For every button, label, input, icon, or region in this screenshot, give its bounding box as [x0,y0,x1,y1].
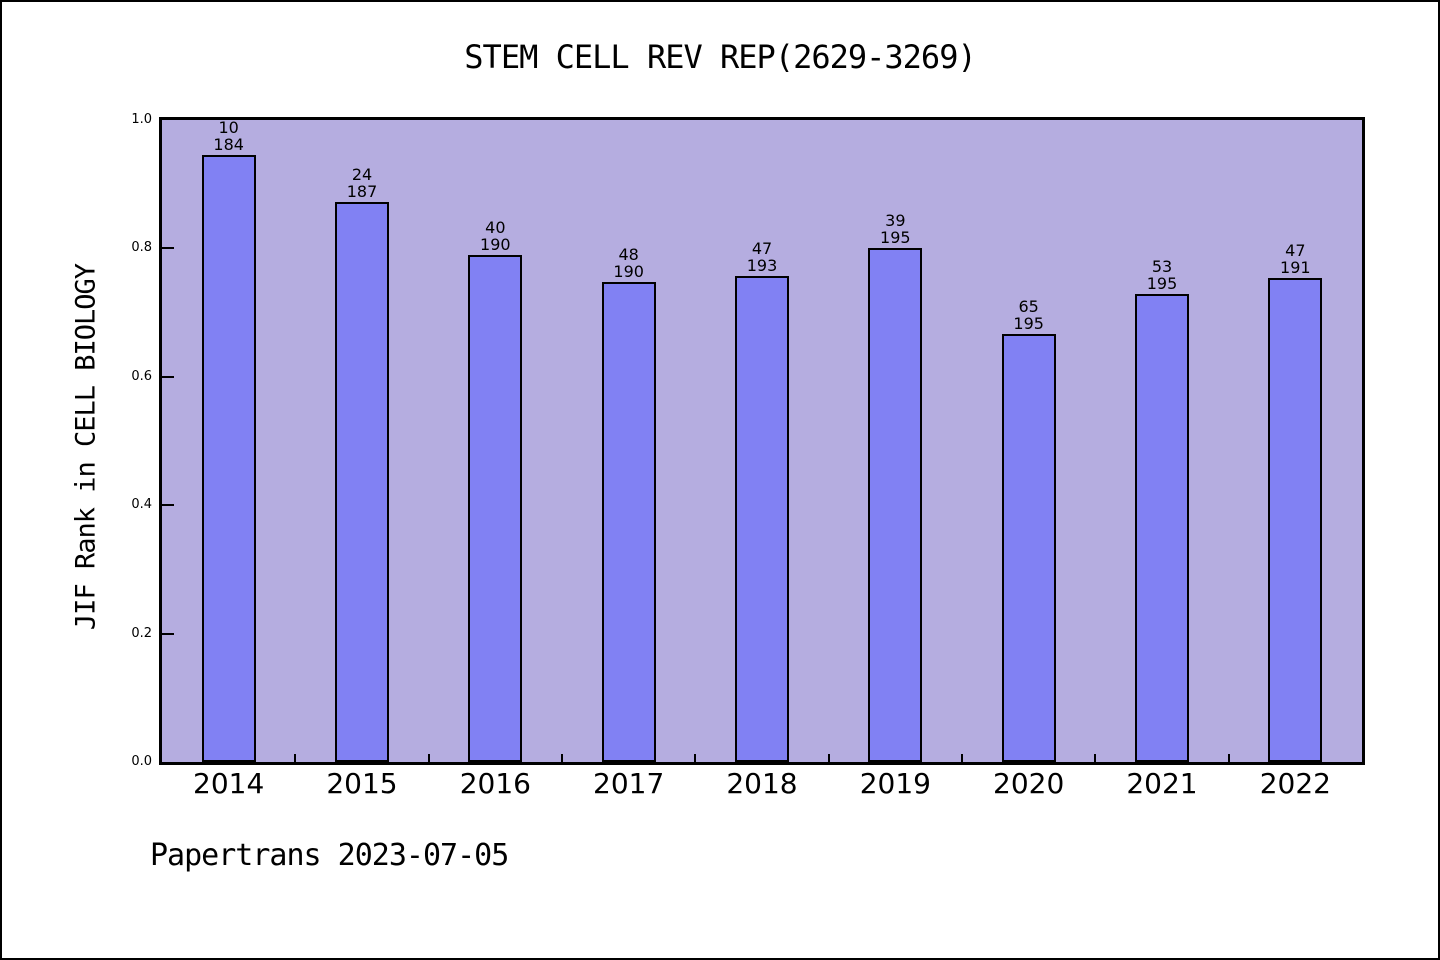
y-axis-tick-label: 0.6 [131,368,152,384]
x-axis-tick-label: 2015 [326,767,398,800]
x-axis-tick-label: 2020 [993,767,1065,800]
bar-value-total: 191 [1280,258,1311,277]
bar [335,202,389,762]
bar-value-label: 24 187 [347,166,378,200]
bar-value-rank: 47 [1285,241,1306,260]
x-axis-tick-label: 2021 [1126,767,1198,800]
y-axis-tick-label: 0.4 [131,497,152,513]
bar-value-label: 48 190 [613,246,644,280]
x-axis-tick [961,754,963,762]
bar-value-total: 195 [1013,314,1044,333]
x-axis-tick-label: 2022 [1259,767,1331,800]
bar-value-rank: 10 [218,118,239,137]
bar-value-total: 184 [213,135,244,154]
bar-value-total: 193 [746,256,778,275]
y-axis-tick-label: 0.8 [131,240,152,256]
bar-value-rank: 24 [351,165,373,184]
bar-value-label: 47 191 [1280,242,1311,276]
x-axis-tick [1227,754,1230,762]
bar-value-rank: 40 [485,218,506,237]
y-axis-tick [162,632,174,635]
bar-value-rank: 65 [1018,297,1039,316]
bar-value-label: 39 195 [880,212,911,246]
y-axis-tick [162,504,174,507]
x-axis-tick-label: 2014 [193,767,265,800]
bar [1268,278,1323,762]
bar [201,155,256,762]
bar-value-label: 65 195 [1013,298,1044,332]
bar [735,276,789,762]
bar-value-rank: 48 [618,245,639,264]
x-axis-tick [294,754,297,762]
y-axis-tick-label: 0.2 [131,625,152,641]
y-axis-tick [162,375,174,378]
plot-area: 10 184 24 187 40 190 48 190 47 193 39 195 65 195 53 195… [159,117,1365,765]
bar-value-rank: 39 [885,211,906,230]
bar [601,282,656,762]
bar [468,255,523,762]
x-axis-tick-label: 2018 [726,767,798,800]
y-axis-tick-label: 0.0 [131,754,152,769]
bar-value-total: 190 [613,262,644,281]
bar-value-label: 47 193 [747,240,778,274]
bar-value-total: 187 [346,182,378,201]
bar-value-total: 195 [880,228,911,247]
x-axis-tick-label: 2019 [859,767,931,800]
bar-value-label: 40 190 [480,219,511,253]
x-axis-tick [827,754,830,762]
bar-value-total: 195 [1146,274,1178,293]
x-axis-tick-label: 2016 [459,767,531,800]
x-axis-tick [561,754,563,762]
x-axis-tick-label: 2017 [593,767,665,800]
bar [1135,294,1189,762]
bar [1001,334,1056,762]
bar [868,248,923,762]
y-axis-title: JIF Rank in CELL BIOLOGY [70,263,102,631]
y-axis-tick-label: 1.0 [131,112,152,127]
bar-value-rank: 53 [1151,257,1173,276]
y-axis-tick [162,247,174,250]
bar-value-rank: 47 [751,239,773,258]
bar-value-total: 190 [480,235,511,254]
x-axis-tick [694,754,697,762]
chart-title: STEM CELL REV REP(2629-3269) [464,38,976,76]
x-axis-tick [1094,754,1097,762]
bar-value-label: 53 195 [1147,258,1178,292]
footer-text: Papertrans 2023-07-05 [150,838,509,873]
bar-value-label: 10 184 [213,119,244,153]
x-axis-tick [427,754,430,762]
